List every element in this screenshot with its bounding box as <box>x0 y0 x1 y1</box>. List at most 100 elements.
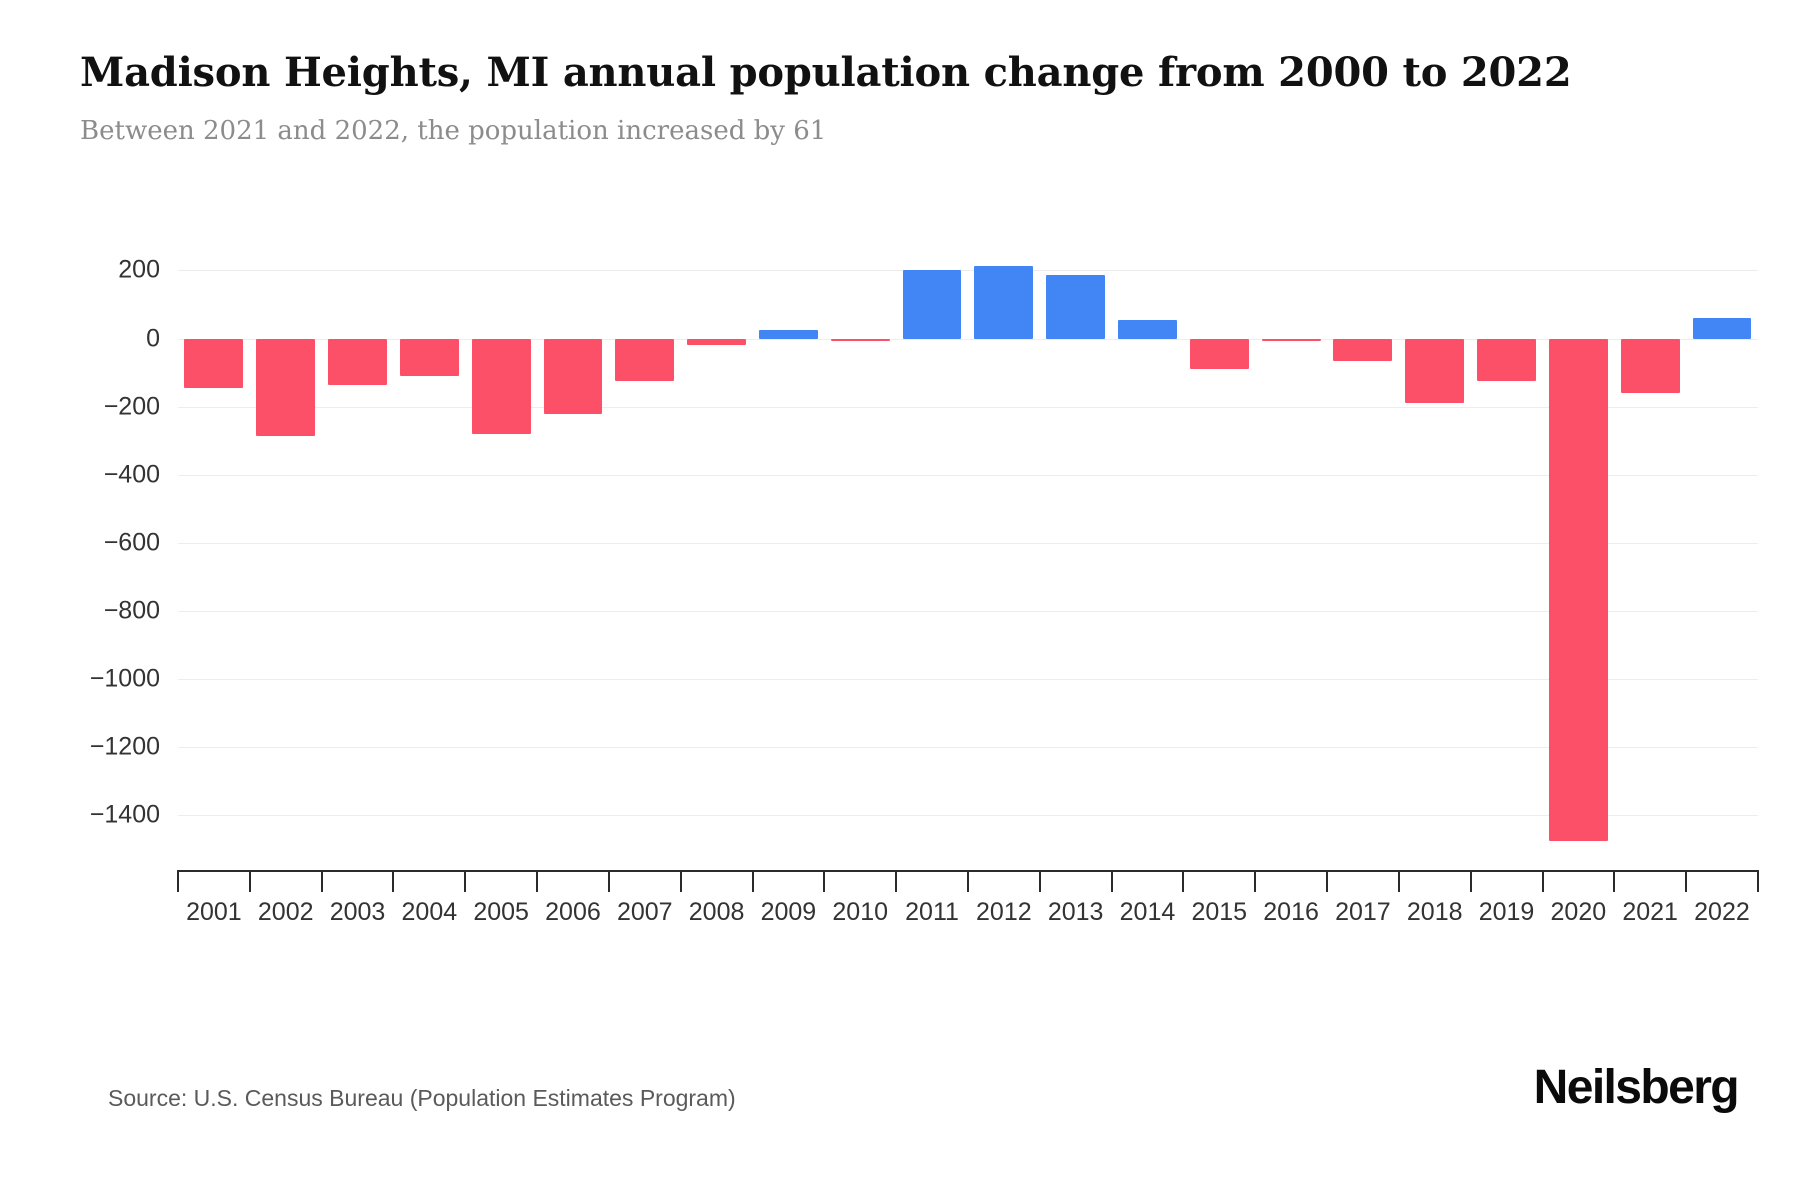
x-axis-tick <box>177 870 179 892</box>
bar-2022[interactable] <box>1692 317 1752 339</box>
x-axis-tick <box>823 870 826 892</box>
bar-2017[interactable] <box>1333 338 1393 361</box>
bar-2002[interactable] <box>256 338 316 436</box>
x-axis-tick <box>1110 870 1113 892</box>
bar-slot <box>250 250 322 870</box>
source-note: Source: U.S. Census Bureau (Population E… <box>108 1085 736 1111</box>
x-axis-tick <box>1541 870 1544 892</box>
x-axis-label-2012: 2012 <box>976 898 1032 926</box>
bar-2014[interactable] <box>1118 319 1177 339</box>
x-axis-label-2006: 2006 <box>545 898 601 926</box>
bar-2006[interactable] <box>543 338 603 414</box>
gridline <box>178 270 1758 272</box>
bar-slot <box>1183 250 1255 870</box>
bar-series <box>178 250 1758 870</box>
bar-2016[interactable] <box>1261 338 1321 341</box>
x-axis-label-2016: 2016 <box>1263 898 1319 926</box>
bar-slot <box>537 250 609 870</box>
gridline <box>178 406 1758 408</box>
x-axis-tick <box>1469 870 1472 892</box>
bar-slot <box>1399 250 1471 870</box>
x-axis-label-2003: 2003 <box>329 898 386 926</box>
x-axis-label-2007: 2007 <box>616 898 673 926</box>
x-axis-tick <box>392 870 395 892</box>
bar-2003[interactable] <box>328 338 387 385</box>
x-axis-tick <box>679 870 682 892</box>
x-axis-tick <box>1685 870 1688 892</box>
bar-slot <box>1471 250 1543 870</box>
x-axis-label-2020: 2020 <box>1550 898 1607 926</box>
bar-2013[interactable] <box>1046 274 1106 339</box>
x-axis-tick <box>895 870 898 892</box>
x-axis-tick <box>607 870 610 892</box>
bar-2021[interactable] <box>1620 338 1680 394</box>
x-axis-tick <box>967 870 969 892</box>
x-axis-tick <box>536 870 539 892</box>
x-axis-tick <box>1182 870 1185 892</box>
bar-2020[interactable] <box>1548 338 1608 842</box>
bar-2018[interactable] <box>1405 338 1465 404</box>
bar-slot <box>1040 250 1112 870</box>
x-axis-tick <box>751 870 754 892</box>
x-axis-label-2021: 2021 <box>1622 898 1678 926</box>
y-axis-tick-label: −600 <box>103 528 160 557</box>
bar-2019[interactable] <box>1477 338 1536 382</box>
x-axis-tick <box>248 870 251 892</box>
x-axis-tick <box>1757 870 1759 892</box>
y-axis-tick-label: −1400 <box>89 800 160 829</box>
gridline <box>178 815 1758 817</box>
x-axis-tick <box>320 870 323 892</box>
bar-2007[interactable] <box>615 338 675 382</box>
bar-2009[interactable] <box>758 330 818 339</box>
x-axis-label-2005: 2005 <box>473 898 529 926</box>
bar-slot <box>1614 250 1686 870</box>
chart-subtitle: Between 2021 and 2022, the population in… <box>80 116 827 146</box>
y-axis-tick-label: −400 <box>103 460 160 489</box>
bar-2004[interactable] <box>399 338 459 377</box>
chart-header: Madison Heights, MI annual population ch… <box>80 50 1740 147</box>
x-axis-tick <box>1254 870 1257 892</box>
bar-2008[interactable] <box>687 338 747 345</box>
x-axis-label-2022: 2022 <box>1694 898 1750 926</box>
x-axis-label-2011: 2011 <box>905 898 959 926</box>
bar-slot <box>1686 250 1758 870</box>
x-axis-ticks <box>177 870 1759 892</box>
brand-logo: Neilsberg <box>1533 1061 1740 1114</box>
x-axis-label-2019: 2019 <box>1478 898 1535 926</box>
bar-slot <box>896 250 968 870</box>
bar-2010[interactable] <box>830 338 890 342</box>
x-axis-label-2002: 2002 <box>257 898 314 926</box>
bar-slot <box>1542 250 1614 870</box>
gridline <box>178 611 1758 613</box>
bar-slot <box>1255 250 1327 870</box>
bar-slot <box>1112 250 1184 870</box>
bar-slot <box>609 250 681 870</box>
x-axis-label-2018: 2018 <box>1406 898 1463 926</box>
y-axis: 200 0 −200 −400 −600 −800 −1000 −1200 −1400 <box>0 250 178 870</box>
gridline <box>178 747 1758 749</box>
y-axis-tick-label: 200 <box>118 255 160 284</box>
bar-2011[interactable] <box>902 270 962 339</box>
bar-slot <box>1327 250 1399 870</box>
bar-2015[interactable] <box>1189 338 1249 370</box>
bar-2001[interactable] <box>184 338 244 388</box>
y-axis-tick-label: −1000 <box>89 664 160 693</box>
y-axis-tick-label: 0 <box>146 324 160 353</box>
bar-slot <box>465 250 537 870</box>
x-axis-label-2010: 2010 <box>832 898 889 926</box>
gridline <box>178 338 1758 340</box>
bar-2005[interactable] <box>471 338 531 434</box>
gridline <box>178 542 1758 544</box>
chart-plot-area: 200 0 −200 −400 −600 −800 −1000 −1200 −1400 2001… <box>0 250 1800 926</box>
gridline <box>178 679 1758 681</box>
bar-slot <box>753 250 825 870</box>
x-axis-label-2008: 2008 <box>688 898 745 926</box>
bar-slot <box>824 250 896 870</box>
x-axis-tick <box>1397 870 1400 892</box>
bar-slot <box>393 250 465 870</box>
x-axis-label-2014: 2014 <box>1119 898 1176 926</box>
y-axis-tick-label: −200 <box>103 392 160 421</box>
x-axis-label-2001: 2001 <box>186 898 242 926</box>
bar-2012[interactable] <box>974 266 1034 339</box>
